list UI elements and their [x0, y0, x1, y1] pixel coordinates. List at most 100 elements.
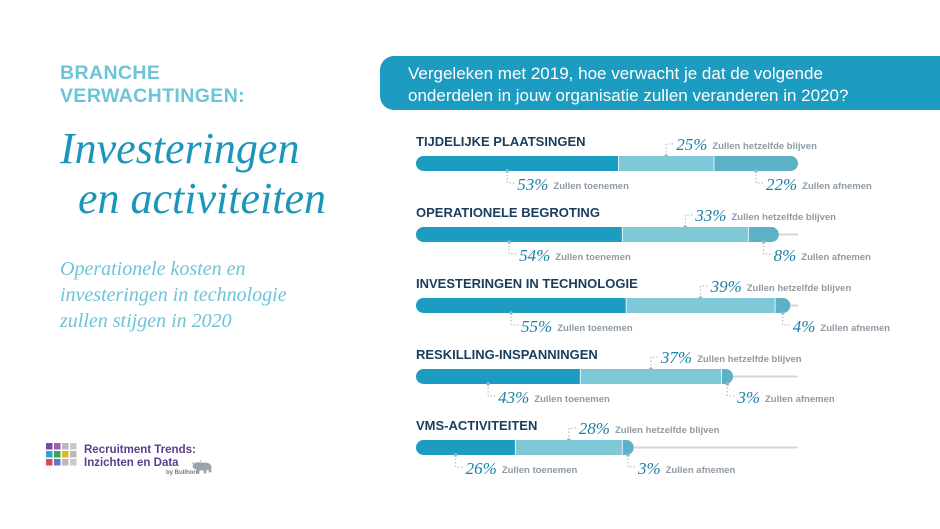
- row-5-bar-group: [416, 440, 634, 455]
- row-3-leader-same: [700, 285, 709, 298]
- row-2-category-label: OPERATIONELE BEGROTING: [416, 205, 600, 220]
- row-4-bar-same: [580, 369, 723, 384]
- logo-grid-icon: [46, 443, 77, 466]
- logo-grid-square: [46, 459, 53, 466]
- row-3-same-label: Zullen hetzelfde blijven: [747, 283, 852, 294]
- row-1-same-value: 25%: [676, 135, 707, 154]
- row-3-bar-increase: [416, 298, 627, 313]
- logo-grid-square: [54, 459, 61, 466]
- logo-grid-square: [62, 451, 69, 458]
- row-3-decrease-label: Zullen afnemen: [820, 323, 890, 334]
- row-1-same-label: Zullen hetzelfde blijven: [712, 141, 817, 152]
- row-2-leader-increase: [508, 242, 518, 255]
- subtitle-line-3: zullen stijgen in 2020: [60, 310, 232, 332]
- logo-by-line: by Bullhorn: [166, 470, 200, 476]
- row-3-leader-decrease: [782, 313, 791, 326]
- logo-grid-square: [70, 443, 77, 450]
- subtitle-line-1: Operationele kosten en: [60, 258, 246, 280]
- row-1-bar-increase: [416, 156, 619, 171]
- row-2-leader-decrease-dot: [761, 240, 766, 244]
- logo-grid-square: [46, 451, 53, 458]
- row-4-leader-increase-dot: [486, 382, 490, 386]
- row-5-same-label: Zullen hetzelfde blijven: [615, 425, 720, 436]
- row-1-decrease-value: 22%: [766, 175, 797, 194]
- row-2-decrease-label: Zullen afnemen: [801, 252, 871, 263]
- row-5-leader-increase: [455, 455, 464, 468]
- row-4-same-value: 37%: [660, 348, 692, 367]
- row-5-leader-decrease: [627, 455, 637, 468]
- row-1-leader-decrease: [755, 171, 764, 184]
- row-3-decrease-value: 4%: [793, 317, 816, 336]
- row-3-increase-label: Zullen toenemen: [557, 323, 633, 334]
- row-4-bar-increase: [416, 369, 581, 384]
- logo-grid-square: [54, 451, 61, 458]
- row-1-bar-decrease: [713, 156, 798, 171]
- row-5-increase-value: 26%: [466, 459, 497, 478]
- logo-grid-square: [46, 443, 53, 450]
- row-4-category-label: RESKILLING-INSPANNINGEN: [416, 347, 598, 362]
- row-3-leader-increase: [510, 313, 520, 326]
- row-5-same-value: 28%: [579, 419, 610, 438]
- logo-grid-square: [62, 443, 69, 450]
- row-1-decrease-label: Zullen afnemen: [802, 181, 872, 192]
- section-kicker: BRANCHE VERWACHTINGEN:: [60, 62, 245, 108]
- row-4-same-label: Zullen hetzelfde blijven: [697, 354, 802, 365]
- row-4-leader-decrease: [726, 384, 736, 397]
- row-2-increase-label: Zullen toenemen: [555, 252, 631, 263]
- logo-grid-square: [70, 451, 77, 458]
- question-line-2: onderdelen in jouw organisatie zullen ve…: [408, 86, 849, 105]
- row-5-bar-decrease: [622, 440, 634, 455]
- row-5-leader-decrease-dot: [626, 453, 630, 457]
- row-5-increase-label: Zullen toenemen: [502, 465, 578, 476]
- row-1-increase-label: Zullen toenemen: [553, 181, 629, 192]
- kicker-line-1: BRANCHE: [60, 62, 161, 84]
- row-4-increase-value: 43%: [498, 388, 529, 407]
- row-4-decrease-label: Zullen afnemen: [765, 394, 835, 405]
- row-4-leader-same: [650, 356, 659, 369]
- row-4-leader-increase: [487, 384, 497, 397]
- row-2-decrease-value: 8%: [774, 246, 797, 265]
- row-3-bar-group: [416, 298, 791, 313]
- row-3-increase-value: 55%: [521, 317, 552, 336]
- kicker-line-2: VERWACHTINGEN:: [60, 85, 246, 107]
- row-1-leader-increase-dot: [505, 169, 510, 173]
- logo-grid-square: [54, 443, 61, 450]
- row-4-decrease-value: 3%: [736, 388, 760, 407]
- row-2-bar-decrease: [748, 227, 779, 242]
- row-2-bar-increase: [416, 227, 623, 242]
- logo-line-1: Recruitment Trends:: [84, 444, 196, 456]
- row-1-leader-increase: [506, 171, 516, 184]
- row-2-leader-same-dot: [683, 225, 688, 229]
- row-4-leader-decrease-dot: [725, 382, 730, 386]
- row-2-bar-same: [622, 227, 749, 242]
- row-4-leader-same-dot: [649, 367, 653, 371]
- row-3-bar-same: [626, 298, 776, 313]
- row-1-category-label: TIJDELIJKE PLAATSINGEN: [416, 134, 586, 149]
- row-2-leader-decrease: [763, 242, 772, 255]
- row-5-bar-same: [515, 440, 623, 455]
- row-2-leader-same: [684, 214, 694, 227]
- logo-grid-square: [70, 459, 77, 466]
- logo-line-2: Inzichten en Data: [84, 457, 179, 469]
- title-line-2: en activiteiten: [78, 174, 326, 223]
- row-5-leader-same-dot: [567, 438, 571, 442]
- row-1-leader-same-dot: [664, 154, 669, 158]
- row-2-same-value: 33%: [694, 206, 726, 225]
- title-line-1: Investeringen: [60, 124, 300, 173]
- question-line-1: Vergeleken met 2019, hoe verwacht je dat…: [408, 64, 823, 83]
- bull-icon: [191, 459, 212, 474]
- row-2-bar-group: [416, 227, 779, 242]
- row-3-category-label: INVESTERINGEN IN TECHNOLOGIE: [416, 276, 638, 291]
- logo-title: Recruitment Trends: Inzichten en Data: [84, 444, 196, 470]
- row-3-leader-same-dot: [698, 296, 703, 300]
- row-5-decrease-value: 3%: [637, 459, 661, 478]
- row-3-same-value: 39%: [710, 277, 742, 296]
- row-2-leader-increase-dot: [507, 240, 511, 244]
- row-1-bar-group: [416, 156, 798, 171]
- logo-grid-square: [62, 459, 69, 466]
- row-1-leader-same: [665, 143, 675, 156]
- row-1-leader-decrease-dot: [754, 169, 758, 173]
- page-subtitle: Operationele kosten en investeringen in …: [60, 256, 360, 334]
- subtitle-line-2: investeringen in technologie: [60, 284, 287, 306]
